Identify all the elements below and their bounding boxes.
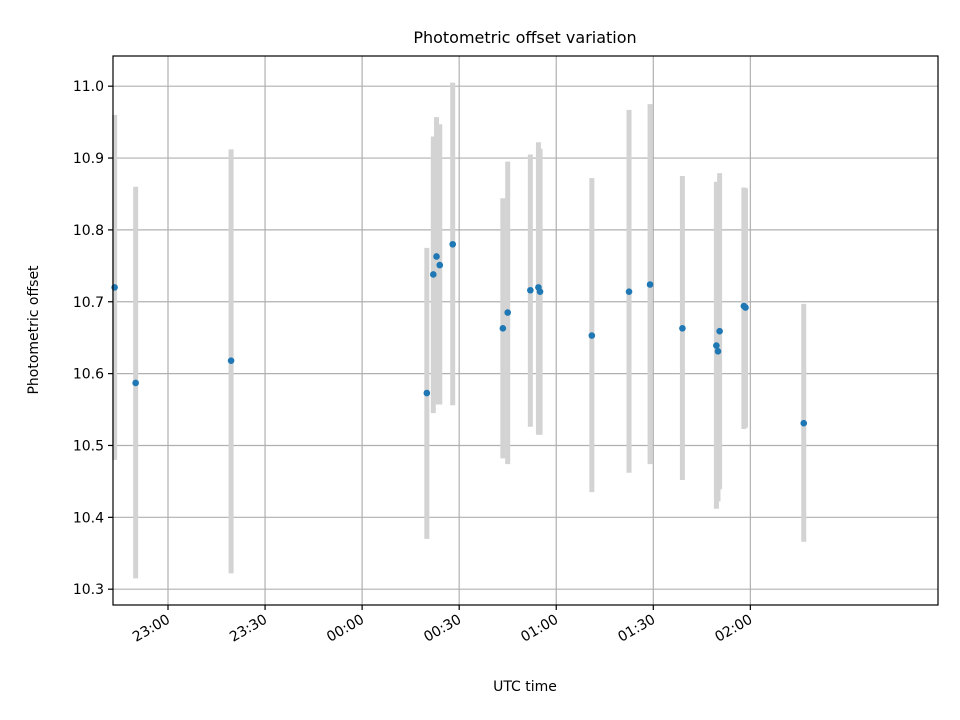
chart-title: Photometric offset variation xyxy=(413,28,636,47)
data-point xyxy=(423,389,431,397)
data-point xyxy=(536,288,544,295)
x-tick-label: 23:00 xyxy=(130,612,173,646)
x-tick-label: 00:00 xyxy=(324,612,367,646)
x-axis-label: UTC time xyxy=(493,679,557,695)
y-tick-label: 10.9 xyxy=(73,151,104,167)
y-tick-label: 10.3 xyxy=(73,582,104,598)
y-tick-label: 10.7 xyxy=(73,295,104,311)
data-point xyxy=(433,253,440,260)
y-tick-label: 10.6 xyxy=(73,367,104,383)
x-tick-label: 00:30 xyxy=(421,612,464,646)
data-point xyxy=(742,304,749,311)
data-point xyxy=(504,309,512,316)
data-point xyxy=(436,261,444,269)
data-point xyxy=(588,332,596,339)
y-tick-label: 10.4 xyxy=(73,510,104,526)
data-point xyxy=(714,348,722,355)
x-tick-label: 01:00 xyxy=(518,612,561,646)
data-point xyxy=(227,357,235,364)
y-tick-label: 10.8 xyxy=(73,223,104,239)
grid-lines xyxy=(113,56,938,605)
data-point xyxy=(625,288,633,295)
data-point xyxy=(527,286,534,294)
data-point xyxy=(132,379,139,387)
data-point xyxy=(499,325,507,332)
data-point xyxy=(429,271,437,278)
x-tick-label: 02:00 xyxy=(712,612,755,646)
data-point xyxy=(713,342,720,349)
plot-frame xyxy=(112,55,939,606)
x-tick-label: 01:30 xyxy=(615,612,658,646)
data-point xyxy=(449,240,457,248)
data-points xyxy=(111,240,808,427)
y-tick-label: 10.5 xyxy=(73,438,104,454)
data-point xyxy=(679,325,686,332)
y-axis-label: Photometric offset xyxy=(26,265,42,395)
data-point xyxy=(111,284,118,291)
data-point xyxy=(716,327,723,335)
y-tick-label: 11.0 xyxy=(73,79,104,95)
data-point xyxy=(646,281,654,288)
x-tick-label: 23:30 xyxy=(227,612,270,646)
data-point xyxy=(800,419,808,427)
